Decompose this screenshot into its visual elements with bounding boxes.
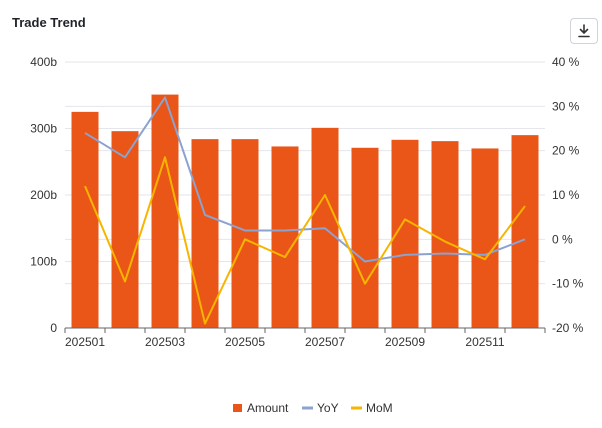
amount-bar	[231, 139, 259, 328]
x-tick-label: 202509	[385, 335, 425, 349]
amount-bar	[271, 146, 299, 328]
y-left-tick-label: 200b	[30, 188, 57, 202]
amount-bar	[511, 135, 539, 328]
legend-item-amount[interactable]: Amount	[233, 401, 289, 415]
y-right-tick-label: 30 %	[552, 99, 580, 113]
y-right-tick-label: -20 %	[552, 321, 584, 335]
legend-label: MoM	[366, 401, 393, 415]
yoy-line	[84, 96, 526, 263]
amount-bar	[191, 139, 219, 328]
legend-swatch	[233, 404, 242, 412]
x-tick-label: 202511	[465, 335, 504, 349]
amount-bar	[111, 131, 139, 328]
x-tick-label: 202501	[65, 335, 105, 349]
grid-lines	[65, 61, 545, 285]
legend-label: Amount	[247, 401, 289, 415]
y-right-tick-label: -10 %	[552, 277, 584, 291]
y-right-tick-label: 40 %	[552, 55, 580, 69]
download-button[interactable]	[570, 18, 598, 44]
amount-bar	[71, 111, 99, 328]
amount-bar	[351, 147, 379, 328]
legend-swatch	[302, 406, 313, 410]
legend-item-mom[interactable]: MoM	[351, 401, 393, 415]
y-right-tick-label: 0 %	[552, 232, 573, 246]
y-right-tick-label: 10 %	[552, 188, 580, 202]
amount-bar	[431, 141, 459, 328]
legend: Amount YoY MoM	[233, 401, 393, 415]
amount-bar	[151, 94, 179, 329]
x-tick-label: 202503	[145, 335, 185, 349]
y-right-tick-label: 20 %	[552, 144, 580, 158]
mom-line	[84, 156, 526, 325]
amount-bar	[471, 148, 499, 328]
download-icon	[578, 24, 590, 38]
y-left-tick-label: 0	[50, 321, 57, 335]
x-tick-label: 202505	[225, 335, 265, 349]
axes: -20 % -10 % 0 % 10 % 20 % 30 % 40 % 0 100b 200b 30…	[30, 55, 583, 349]
chart-title: Trade Trend	[12, 15, 86, 30]
amount-bars	[71, 94, 539, 329]
legend-swatch	[351, 406, 362, 410]
x-tick-label: 202507	[305, 335, 345, 349]
trend-lines	[84, 96, 526, 325]
y-left-tick-label: 300b	[30, 122, 57, 136]
y-left-tick-label: 100b	[30, 255, 57, 269]
legend-label: YoY	[317, 401, 339, 415]
y-left-tick-label: 400b	[30, 55, 57, 69]
legend-item-yoy[interactable]: YoY	[302, 401, 339, 415]
